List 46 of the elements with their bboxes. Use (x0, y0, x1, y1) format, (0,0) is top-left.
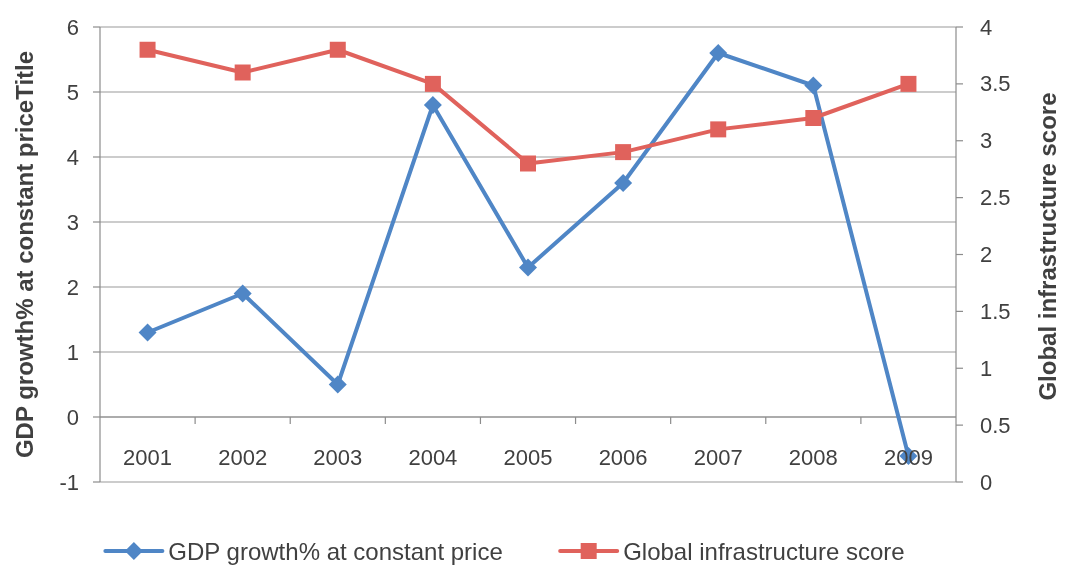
point (328, 375, 347, 394)
point (424, 75, 441, 92)
y-tick-label: -1 (59, 469, 79, 495)
x-tick-label: 2007 (693, 444, 743, 470)
point (138, 323, 157, 342)
legend-label: GDP growth% at constant price (168, 537, 503, 565)
y-tick-label: 4 (66, 144, 79, 170)
point (234, 64, 251, 81)
y-tick-label: 0 (66, 404, 79, 430)
y2-tick-label: 4 (980, 14, 993, 40)
point (233, 284, 252, 303)
y-tick-label: 1 (66, 339, 79, 365)
y-tick-label: 5 (66, 79, 79, 105)
x-tick-label: 2003 (313, 444, 363, 470)
point (519, 258, 537, 277)
x-tick-label: 2005 (503, 444, 553, 470)
point (710, 121, 727, 138)
x-tick-label: 2008 (788, 444, 838, 470)
y2-tick-label: 1.5 (980, 298, 1011, 324)
point (804, 76, 823, 95)
point (423, 96, 442, 114)
y-tick-label: 3 (66, 209, 79, 235)
point (805, 110, 822, 126)
point (329, 41, 346, 58)
x-tick-label: 2006 (598, 444, 648, 470)
x-tick-label: 2004 (408, 444, 458, 470)
point (614, 174, 633, 192)
y2-tick-label: 3.5 (980, 71, 1011, 97)
y2-tick-label: 1 (980, 355, 993, 381)
point (520, 155, 536, 172)
point (139, 41, 156, 58)
y2-tick-label: 2 (980, 242, 993, 267)
y2-tick-label: 2.5 (980, 185, 1011, 211)
point (709, 44, 728, 62)
y2-tick-label: 0 (980, 469, 993, 495)
y-tick-label: 6 (66, 14, 79, 40)
point (615, 144, 632, 161)
y2-axis-title: Global infrastructure score (1033, 92, 1061, 401)
y-axis-title: GDP growth% at constant priceTitle (10, 50, 38, 459)
x-tick-label: 2002 (218, 444, 268, 470)
x-tick-label: 2001 (123, 444, 173, 470)
point (900, 75, 917, 92)
y-tick-label: 2 (66, 274, 79, 300)
legend-label: Global infrastructure score (623, 537, 905, 565)
y2-tick-label: 0.5 (980, 412, 1011, 438)
y2-tick-label: 3 (980, 128, 993, 154)
